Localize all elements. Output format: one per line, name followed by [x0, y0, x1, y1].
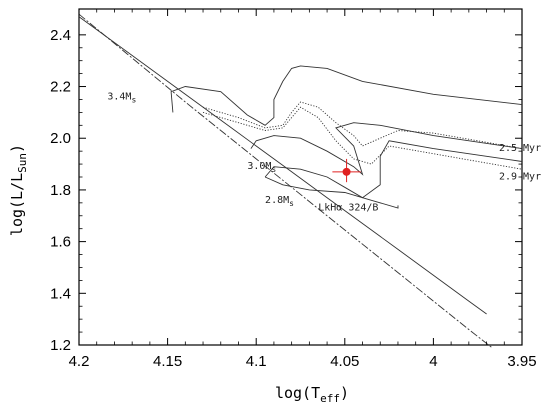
- y-tick-label: 1.4: [50, 285, 71, 302]
- plot-frame: [78, 8, 523, 346]
- annotation-text: 2.9 Myr: [499, 172, 541, 183]
- y-axis-title: log(L/LSun): [8, 144, 29, 236]
- track-line-dashdot-1: [78, 13, 493, 348]
- y-tick-label: 1.6: [50, 234, 71, 251]
- plot-border: [78, 8, 523, 346]
- x-axis-title: log(Teff): [275, 384, 349, 405]
- annotation-m34: 3.4Ms: [107, 91, 136, 104]
- annotation-myr25: 2.5 Myr: [499, 143, 541, 154]
- track-series-group: [78, 13, 523, 348]
- annotation-text: 3.0M: [247, 161, 271, 172]
- x-ticks-group: 4.2 4.15 4.1 4.05 4 3.95: [69, 9, 537, 370]
- track-line-solid-2: [170, 65, 523, 126]
- y-ticks-group: 1.2 1.4 1.6 1.8 2.0 2.2 2.4: [50, 27, 522, 354]
- data-point-group: [332, 158, 361, 183]
- x-tick-label: 4.05: [330, 353, 359, 370]
- y-tick-label: 2.0: [50, 130, 71, 147]
- annotation-text: 2.5 Myr: [499, 143, 541, 154]
- star-data-point: [342, 167, 351, 176]
- annotation-subscript: s: [131, 95, 136, 104]
- annotation-m30: 3.0Ms: [247, 161, 276, 174]
- track-line-dotted-7: [202, 106, 523, 170]
- annotation-text: 3.4M: [107, 91, 131, 102]
- x-tick-label: 4.2: [69, 353, 90, 370]
- annotation-subscript: s: [289, 199, 294, 208]
- track-line-dotted-6: [202, 101, 523, 150]
- y-axis-title-sub: Sun: [16, 153, 29, 173]
- x-tick-label: 4.15: [153, 353, 182, 370]
- annotation-m28: 2.8Ms: [265, 195, 294, 208]
- x-tick-label: 4: [429, 353, 437, 370]
- annotation-text: 2.8M: [265, 195, 289, 206]
- y-tick-label: 2.2: [50, 79, 71, 96]
- track-line-solid-4: [264, 140, 523, 199]
- y-tick-label: 2.4: [50, 27, 71, 44]
- x-axis-title-sub: eff: [320, 392, 340, 405]
- track-line-solid-3: [250, 122, 523, 176]
- track-line-solid-5: [264, 176, 399, 209]
- y-tick-label: 1.2: [50, 337, 71, 354]
- track-line-solid-0: [78, 16, 487, 315]
- x-tick-label: 3.95: [507, 353, 536, 370]
- annotation-myr29: 2.9 Myr: [499, 172, 541, 183]
- annotation-star: LkHα 324/B: [318, 203, 378, 214]
- annotation-text: LkHα 324/B: [318, 203, 378, 214]
- annotation-subscript: s: [271, 165, 276, 174]
- x-tick-label: 4.1: [246, 353, 267, 370]
- y-tick-label: 1.8: [50, 182, 71, 199]
